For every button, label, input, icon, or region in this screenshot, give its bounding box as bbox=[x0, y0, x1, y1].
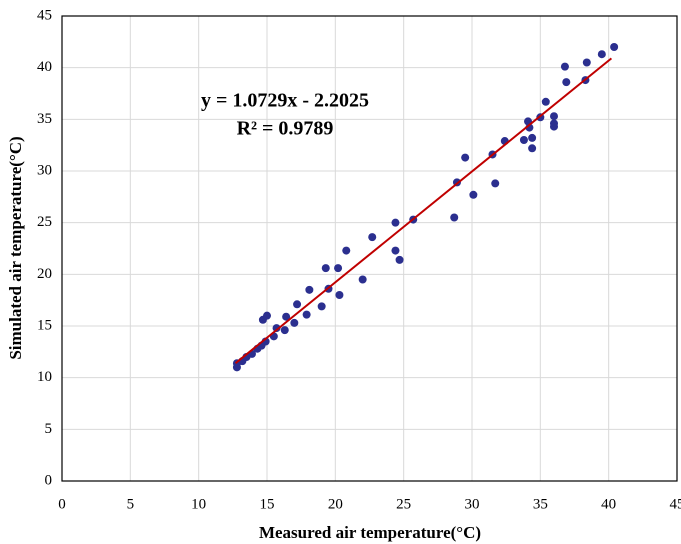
point bbox=[528, 133, 537, 142]
point bbox=[610, 43, 619, 51]
point bbox=[293, 300, 302, 309]
point bbox=[342, 246, 351, 255]
point bbox=[469, 190, 478, 199]
x-tick-label: 5 bbox=[127, 496, 135, 512]
x-tick-label: 35 bbox=[533, 496, 548, 512]
y-tick-label: 40 bbox=[37, 59, 52, 75]
point bbox=[550, 122, 558, 131]
point bbox=[560, 62, 569, 71]
point bbox=[317, 302, 326, 311]
point bbox=[302, 310, 311, 319]
point bbox=[305, 285, 314, 294]
equation: y = 1.0729x - 2.2025 bbox=[201, 90, 369, 112]
y-axis-title: Simulated air temperature(°C) bbox=[6, 136, 25, 359]
plot-frame bbox=[61, 15, 678, 482]
point bbox=[335, 291, 344, 299]
x-tick-label: 45 bbox=[670, 496, 681, 512]
y-tick-label: 35 bbox=[37, 111, 52, 127]
trend-line bbox=[234, 57, 613, 364]
x-tick-label: 20 bbox=[328, 496, 343, 512]
point bbox=[582, 58, 591, 67]
point bbox=[290, 318, 299, 327]
y-tick-label: 30 bbox=[37, 162, 52, 178]
point bbox=[519, 136, 528, 144]
y-tick-label: 0 bbox=[45, 472, 53, 488]
point bbox=[321, 264, 330, 273]
point bbox=[597, 50, 606, 59]
point bbox=[450, 213, 459, 222]
point bbox=[263, 311, 271, 320]
point bbox=[391, 218, 400, 227]
x-tick-label: 30 bbox=[465, 496, 480, 512]
point bbox=[395, 255, 404, 264]
point bbox=[541, 97, 550, 106]
point bbox=[528, 144, 537, 153]
y-tick-label: 20 bbox=[37, 266, 52, 282]
point bbox=[368, 233, 377, 242]
r-squared: R² = 0.9789 bbox=[237, 118, 334, 140]
point bbox=[282, 312, 291, 321]
x-tick-label: 40 bbox=[601, 496, 616, 512]
x-tick-label: 0 bbox=[58, 496, 66, 512]
y-tick-label: 5 bbox=[45, 421, 53, 437]
y-tick-label: 10 bbox=[37, 369, 52, 385]
point bbox=[272, 324, 281, 333]
x-tick-label: 25 bbox=[396, 496, 411, 512]
point bbox=[550, 112, 558, 121]
x-tick-label: 10 bbox=[191, 496, 206, 512]
point bbox=[391, 246, 400, 255]
y-tick-label: 25 bbox=[37, 214, 52, 230]
point bbox=[491, 179, 500, 188]
point bbox=[280, 326, 289, 335]
point bbox=[562, 78, 571, 87]
y-tick-label: 45 bbox=[37, 7, 52, 23]
point bbox=[334, 264, 343, 273]
point bbox=[358, 275, 367, 284]
y-tick-label: 15 bbox=[37, 317, 52, 333]
x-axis-title: Measured air temperature(°C) bbox=[259, 523, 481, 542]
point bbox=[461, 153, 470, 162]
x-tick-label: 15 bbox=[260, 496, 275, 512]
